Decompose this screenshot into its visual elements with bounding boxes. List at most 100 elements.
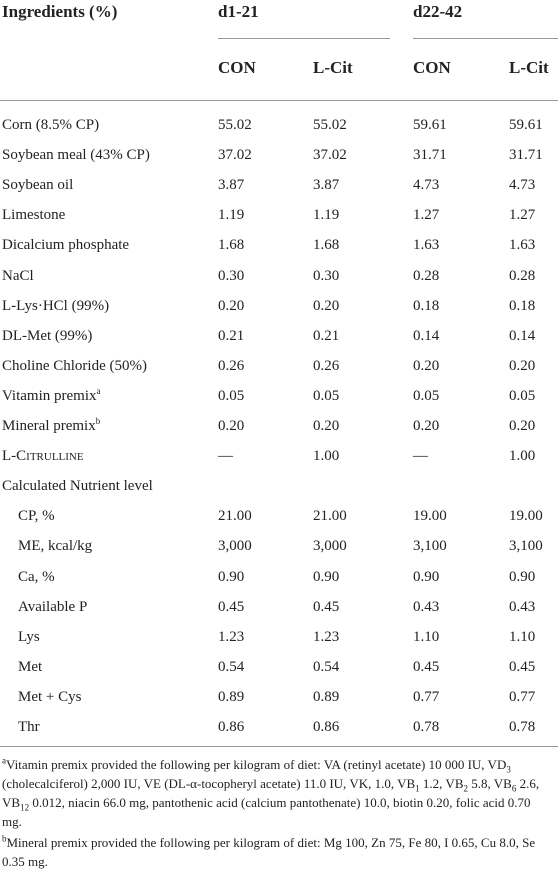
footnote-text: 2.6, VB [2,776,540,810]
cell: 19.00 [413,508,447,525]
row-label-text: Ca, % [18,568,55,585]
footnote-text: 1 [415,783,420,794]
cell: 0.26 [313,357,340,374]
footnote-text: 5.8, VB [468,776,512,791]
cell: 1.63 [413,237,440,254]
group-header: d1-21 [218,2,259,21]
header-title: Ingredients (%) [2,2,118,21]
row-label-text: Lys [18,628,40,645]
row-label: L-Lys·HCl (99%) [2,297,109,315]
cell: 0.05 [413,387,440,404]
footnote-text: Mineral premix provided the following pe… [2,835,536,869]
cell: 0.05 [218,387,245,404]
footnote-marker: b [2,833,7,844]
cell: 1.68 [313,237,340,254]
row-label: Corn (8.5% CP) [2,116,99,134]
cell: 0.20 [509,357,536,374]
footnote-text: (cholecalciferol) 2,000 IU, VE (DL-α-toc… [2,776,416,791]
cell: 59.61 [509,117,543,133]
cell: 0.90 [509,568,536,585]
cell: 31.71 [509,147,543,164]
table-rule [0,746,558,747]
cell: 0.45 [313,598,340,615]
cell: 0.28 [509,267,536,284]
cell: 3.87 [313,177,340,194]
row-label-text: Thr [18,719,40,735]
column-header: CON [413,58,451,77]
cell: 3,100 [509,538,543,555]
cell: 0.05 [509,387,536,404]
cell: 1.10 [509,628,536,645]
footnote-text: 2 [463,783,469,794]
cell: 1.10 [413,628,440,645]
cell: 0.28 [413,267,440,284]
row-label-text: CP, % [18,508,55,525]
row-label-text: Choline Chloride (50%) [2,357,147,374]
row-label: L-Citrulline [2,447,84,465]
cell: 0.45 [509,658,536,675]
cell: 1.00 [313,448,340,465]
row-label-text: Soybean meal (43% CP) [2,147,150,164]
cell: 0.90 [413,568,440,585]
column-header: L-Cit [509,58,549,77]
cell: 4.73 [413,177,440,194]
cell: 0.18 [509,297,536,314]
cell: 0.89 [218,688,245,705]
row-label-text: DL-Met (99%) [2,327,93,344]
cell: 1.68 [218,237,245,254]
footnote-text: 3 [506,764,511,775]
cell: 0.86 [313,719,340,735]
row-label: NaCl [2,267,34,285]
cell: 0.43 [509,598,536,615]
row-label-text: Mineral premix [2,418,96,434]
cell: 0.78 [413,719,440,735]
row-label-text: L-Lys·HCl (99%) [2,297,110,314]
cell: 3.87 [218,177,245,194]
row-label: Available P [18,598,87,616]
footnote-marker: a [2,755,6,766]
cell: 0.26 [218,357,245,374]
cell: 0.45 [413,658,440,675]
footnote-text: 6 [511,783,517,794]
cell: 3,000 [313,538,347,555]
cell: 1.63 [509,237,536,254]
row-label-text: Met + Cys [18,688,82,705]
cell: 0.86 [218,719,245,735]
footnote-text: 12 [20,802,30,813]
cell: 55.02 [218,117,252,133]
cell: 1.27 [509,207,536,224]
footnote-marker: a [96,385,101,396]
cell: 21.00 [218,508,252,525]
cell: 0.54 [313,658,340,675]
cell: 0.18 [413,297,440,314]
row-label-text: Vitamin premix [2,387,97,404]
cell: 0.20 [218,418,245,434]
cell: 0.21 [218,327,245,344]
column-header: CON [218,58,256,77]
group-rule [413,38,558,39]
cell: 0.77 [413,688,440,705]
row-label: Calculated Nutrient level [2,477,153,495]
cell: 55.02 [313,117,347,133]
footnote-text: Vitamin premix provided the following pe… [6,757,507,772]
cell: 1.00 [509,448,536,465]
row-label-text: NaCl [2,267,34,284]
cell: 3,000 [218,538,252,555]
cell: 0.30 [218,267,245,284]
footnote: aVitamin premix provided the following p… [2,755,552,831]
row-label-text: Dicalcium phosphate [2,237,130,254]
row-label-text: Corn (8.5% CP) [2,117,100,133]
row-label: Soybean oil [2,176,73,194]
row-label: Limestone [2,206,65,224]
row-label: Met [18,658,42,676]
cell: 1.23 [313,628,340,645]
header-rule [0,100,558,101]
row-label: Thr [18,718,40,736]
footnote-text: 1.2, VB [419,776,464,791]
row-label: Vitamin premixa [2,385,101,405]
row-label: CP, % [18,507,55,525]
cell: 0.20 [218,297,245,314]
row-label: Ca, % [18,568,55,586]
footnote-text: 0.012, niacin 66.0 mg, pantothenic acid … [2,795,531,829]
